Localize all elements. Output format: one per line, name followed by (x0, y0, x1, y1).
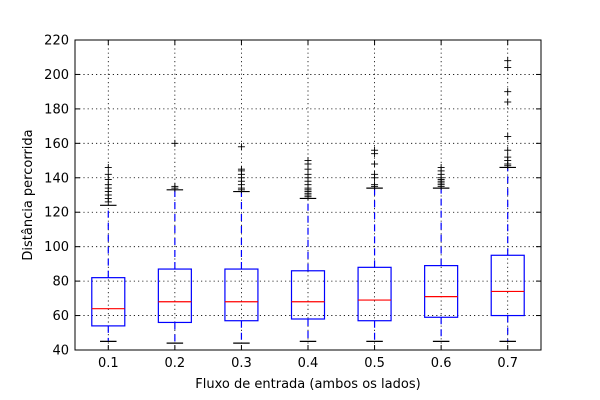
iqr-box (224, 268, 259, 322)
box-0.6 (424, 163, 459, 342)
y-tick-label: 140 (44, 171, 69, 186)
x-tick-label: 0.1 (98, 356, 119, 371)
outlier-marker (437, 163, 445, 171)
outlier-marker (104, 163, 112, 171)
plot-frame (74, 39, 542, 351)
y-tick-label: 40 (52, 344, 69, 359)
y-tick-label: 220 (44, 34, 69, 49)
outlier-marker (104, 170, 112, 178)
outlier-marker (504, 64, 512, 72)
outlier-marker (371, 170, 379, 178)
y-tick-label: 60 (52, 309, 69, 324)
iqr-box (157, 268, 192, 324)
box-0.2 (157, 139, 192, 344)
x-tick-label: 0.4 (298, 356, 319, 371)
outlier-marker (504, 98, 512, 106)
y-tick-label: 120 (44, 206, 69, 221)
outlier-marker (371, 146, 379, 154)
y-tick-label: 160 (44, 137, 69, 152)
y-tick-label: 180 (44, 102, 69, 117)
x-axis-label: Fluxo de entrada (ambos os lados) (195, 377, 420, 392)
x-tick-label: 0.5 (364, 356, 385, 371)
iqr-box (490, 254, 525, 317)
box-0.3 (224, 143, 259, 344)
box-0.5 (357, 146, 392, 342)
iqr-box (357, 266, 392, 322)
box-0.4 (290, 157, 326, 342)
outlier-marker (171, 182, 179, 190)
outlier-marker (237, 143, 245, 151)
outlier-marker (371, 181, 379, 189)
box-0.1 (91, 163, 126, 342)
outlier-marker (304, 157, 312, 165)
y-tick-label: 100 (44, 240, 69, 255)
x-tick-label: 0.7 (497, 356, 518, 371)
y-tick-label: 200 (44, 68, 69, 83)
outlier-marker (504, 146, 512, 154)
y-tick-label: 80 (52, 275, 69, 290)
iqr-box (424, 265, 459, 318)
y-axis-label: Distância percorrida (21, 129, 36, 260)
outlier-marker (504, 57, 512, 65)
outlier-marker (371, 160, 379, 168)
outlier-marker (171, 139, 179, 147)
box-0.7 (490, 57, 525, 342)
outlier-marker (504, 132, 512, 140)
iqr-box (290, 270, 326, 320)
x-tick-label: 0.6 (431, 356, 452, 371)
outlier-marker (237, 165, 245, 173)
outlier-marker (504, 88, 512, 96)
iqr-box (91, 277, 126, 327)
x-tick-label: 0.3 (231, 356, 252, 371)
axis-layer: 40 60 80 100 120 140 160 180 200 220 0.1 0.2 0.3 0.4 0… (44, 34, 541, 371)
x-tick-label: 0.2 (165, 356, 186, 371)
outlier-marker (504, 153, 512, 161)
box-layer (91, 57, 525, 344)
